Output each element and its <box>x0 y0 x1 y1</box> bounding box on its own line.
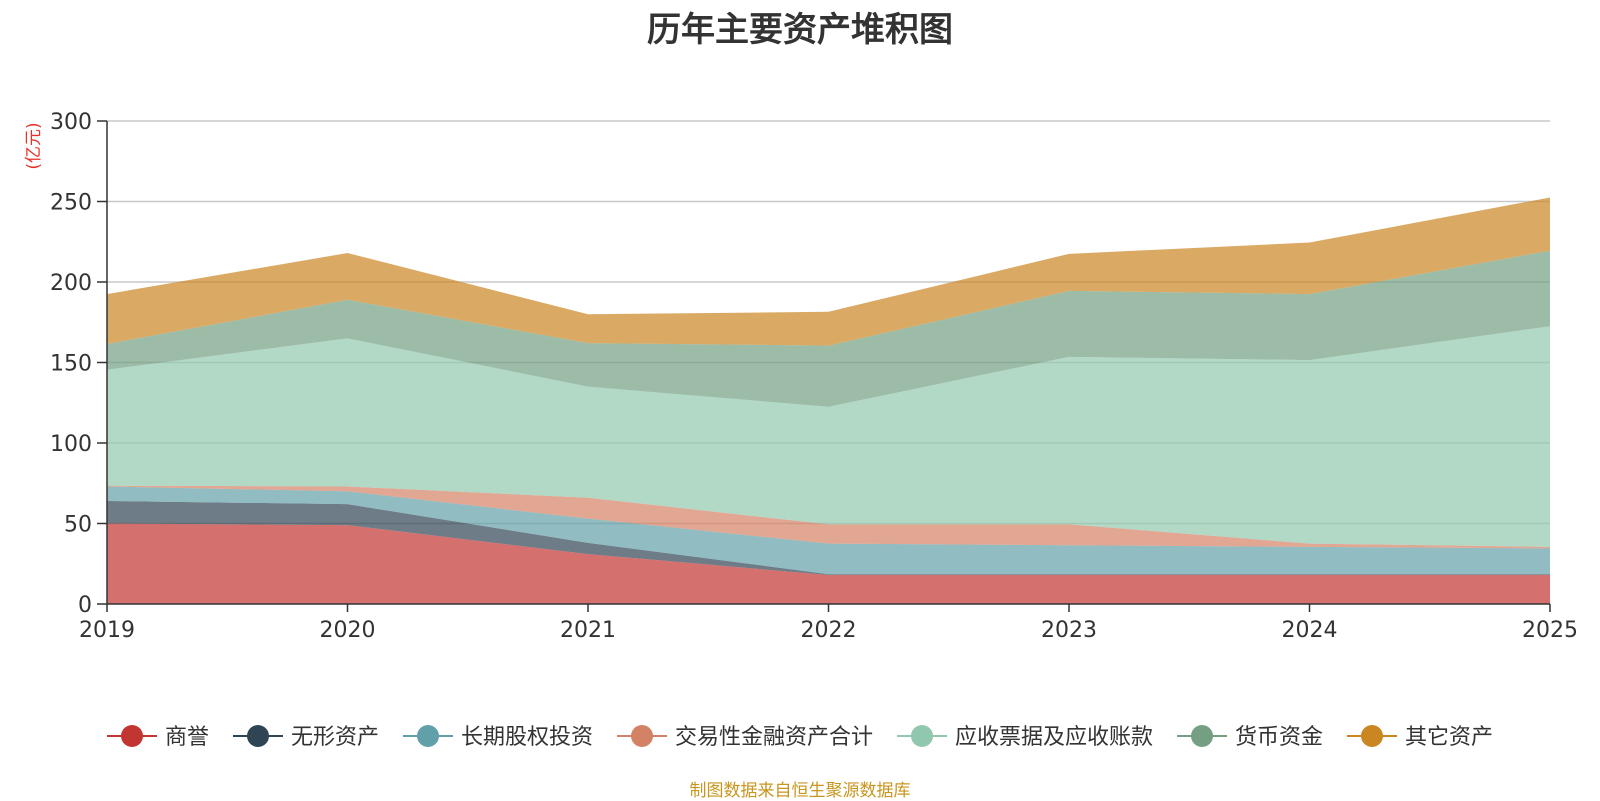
legend-label-5: 货币资金 <box>1235 725 1323 750</box>
y-tick-label-100: 100 <box>50 432 92 457</box>
legend-label-6: 其它资产 <box>1405 725 1493 750</box>
y-tick-label-250: 250 <box>50 191 92 216</box>
x-tick-label-2021: 2021 <box>560 618 616 643</box>
x-tick-label-2023: 2023 <box>1041 618 1097 643</box>
y-tick-label-300: 300 <box>50 110 92 135</box>
area-series <box>107 197 1550 604</box>
x-tick-label-2020: 2020 <box>320 618 376 643</box>
area-series-2[interactable] <box>107 486 1550 575</box>
y-tick-label-50: 50 <box>64 513 92 538</box>
legend-item-6[interactable]: 其它资产 <box>1347 725 1493 750</box>
x-tick-label-2022: 2022 <box>801 618 857 643</box>
chart-title: 历年主要资产堆积图 <box>647 10 953 50</box>
legend[interactable]: 商誉 无形资产 长期股权投资 交易性金融资产合计 应收票据及应收账款 货币资金 其它资产 <box>107 725 1493 750</box>
legend-marker-2 <box>417 725 439 747</box>
y-axis-unit-label: (亿元) <box>24 122 44 169</box>
legend-item-0[interactable]: 商誉 <box>107 725 209 750</box>
axes: 0 50 100 150 200 250 300 2019 2020 2021 2022 2023 20… <box>24 110 1578 643</box>
x-tick-label-2025: 2025 <box>1522 618 1578 643</box>
y-tick-label-0: 0 <box>78 593 92 618</box>
legend-marker-0 <box>121 725 143 747</box>
area-series-6[interactable] <box>107 197 1550 346</box>
legend-label-1: 无形资产 <box>291 725 379 750</box>
legend-label-3: 交易性金融资产合计 <box>675 725 873 750</box>
area-series-5[interactable] <box>107 250 1550 407</box>
legend-item-4[interactable]: 应收票据及应收账款 <box>897 725 1153 750</box>
area-series-1[interactable] <box>107 500 1550 576</box>
area-series-4[interactable] <box>107 326 1550 547</box>
legend-marker-5 <box>1191 725 1213 747</box>
y-tick-label-200: 200 <box>50 271 92 296</box>
source-note: 制图数据来自恒生聚源数据库 <box>689 781 911 801</box>
x-tick-label-2019: 2019 <box>79 618 135 643</box>
area-series-3[interactable] <box>107 485 1550 549</box>
legend-marker-4 <box>911 725 933 747</box>
y-tick-label-150: 150 <box>50 352 92 377</box>
legend-label-4: 应收票据及应收账款 <box>955 725 1153 750</box>
legend-item-1[interactable]: 无形资产 <box>233 725 379 750</box>
legend-item-2[interactable]: 长期股权投资 <box>403 725 593 750</box>
area-series-0[interactable] <box>107 523 1550 605</box>
legend-label-2: 长期股权投资 <box>461 725 593 750</box>
legend-item-3[interactable]: 交易性金融资产合计 <box>617 725 873 750</box>
x-tick-label-2024: 2024 <box>1282 618 1338 643</box>
legend-marker-1 <box>247 725 269 747</box>
legend-marker-6 <box>1361 725 1383 747</box>
legend-marker-3 <box>631 725 653 747</box>
legend-item-5[interactable]: 货币资金 <box>1177 725 1323 750</box>
legend-label-0: 商誉 <box>165 725 209 750</box>
